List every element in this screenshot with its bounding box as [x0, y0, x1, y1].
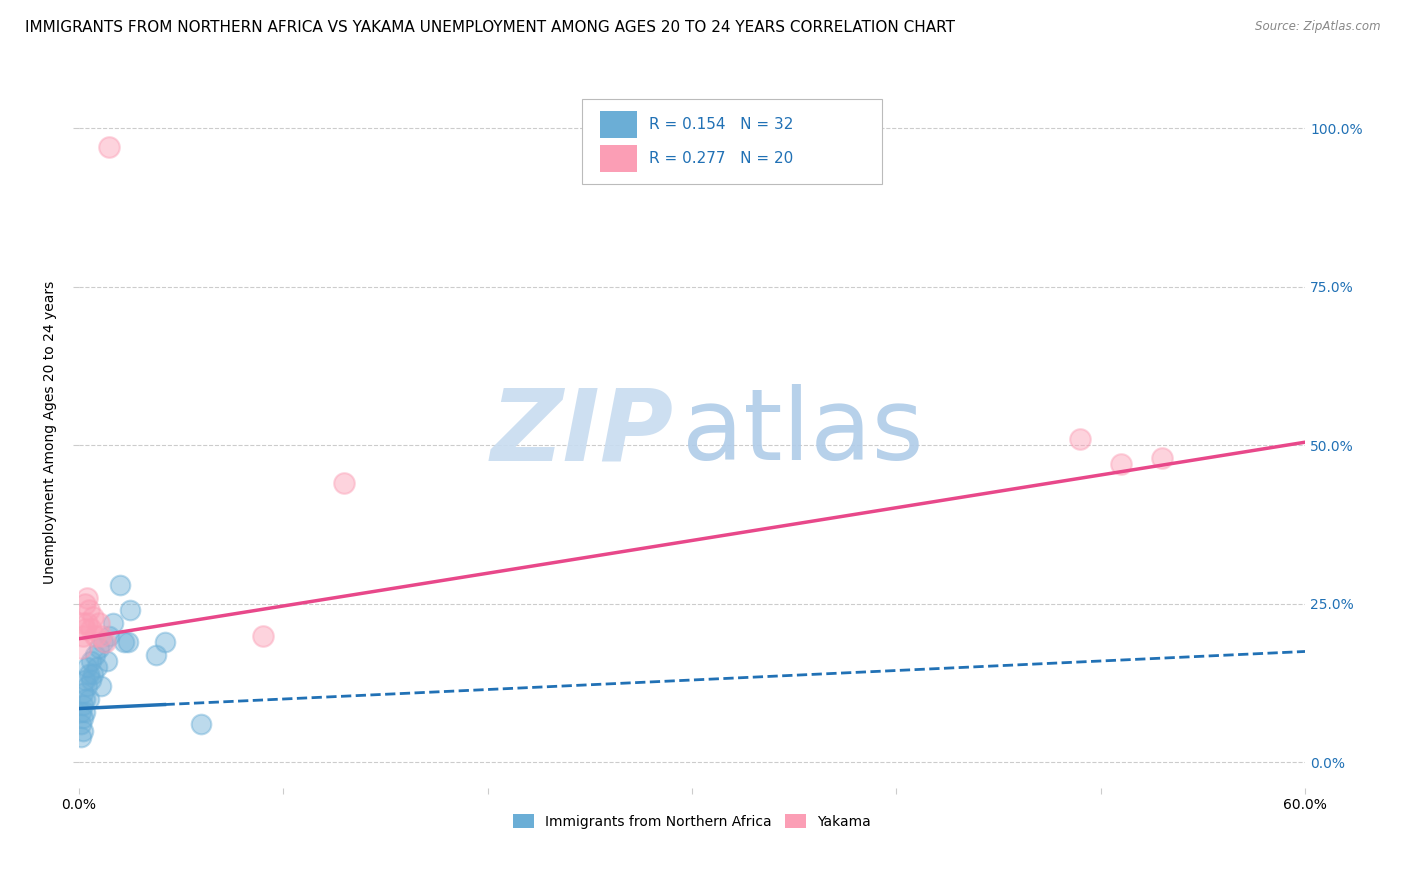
Point: [86, 660, 108, 674]
Point: [72, 629, 94, 643]
Point: [94, 635, 117, 649]
Text: Source: ZipAtlas.com: Source: ZipAtlas.com: [1256, 20, 1381, 33]
Point: [69, 717, 91, 731]
Point: [72, 723, 94, 738]
Point: [73, 673, 96, 687]
Point: [91, 635, 114, 649]
Text: ZIP: ZIP: [491, 384, 673, 481]
Point: [80, 622, 103, 636]
Point: [1152, 450, 1174, 465]
Point: [73, 622, 96, 636]
Point: [96, 654, 118, 668]
Point: [108, 578, 131, 592]
Point: [73, 692, 96, 706]
Y-axis label: Unemployment Among Ages 20 to 24 years: Unemployment Among Ages 20 to 24 years: [44, 281, 58, 584]
Text: R = 0.154   N = 32: R = 0.154 N = 32: [650, 117, 793, 132]
Point: [90, 679, 112, 693]
Point: [80, 654, 103, 668]
Text: R = 0.277   N = 20: R = 0.277 N = 20: [650, 151, 793, 166]
FancyBboxPatch shape: [600, 111, 637, 138]
Point: [87, 641, 110, 656]
Point: [73, 705, 96, 719]
Point: [69, 641, 91, 656]
Point: [72, 711, 94, 725]
Point: [90, 629, 112, 643]
Point: [84, 629, 107, 643]
Point: [153, 635, 176, 649]
Point: [72, 686, 94, 700]
Legend: Immigrants from Northern Africa, Yakama: Immigrants from Northern Africa, Yakama: [508, 808, 877, 834]
Point: [82, 666, 104, 681]
Point: [76, 679, 98, 693]
Point: [77, 692, 100, 706]
Point: [112, 635, 135, 649]
Point: [103, 615, 125, 630]
FancyBboxPatch shape: [582, 99, 882, 184]
Point: [69, 705, 91, 719]
Point: [117, 635, 139, 649]
Point: [80, 673, 103, 687]
Point: [333, 476, 356, 491]
Point: [98, 140, 121, 154]
Point: [72, 698, 94, 713]
Point: [77, 603, 100, 617]
Point: [118, 603, 141, 617]
Point: [77, 666, 100, 681]
Point: [73, 597, 96, 611]
Point: [82, 609, 104, 624]
Point: [76, 615, 98, 630]
Text: atlas: atlas: [682, 384, 924, 481]
Point: [69, 730, 91, 744]
Point: [87, 615, 110, 630]
Point: [1069, 432, 1091, 446]
Point: [190, 717, 212, 731]
Text: IMMIGRANTS FROM NORTHERN AFRICA VS YAKAMA UNEMPLOYMENT AMONG AGES 20 TO 24 YEARS: IMMIGRANTS FROM NORTHERN AFRICA VS YAKAM…: [25, 20, 955, 35]
Point: [76, 591, 98, 605]
Point: [1111, 458, 1133, 472]
Point: [72, 615, 94, 630]
FancyBboxPatch shape: [600, 145, 637, 172]
Point: [84, 648, 107, 662]
Point: [76, 660, 98, 674]
Point: [98, 629, 121, 643]
Point: [145, 648, 167, 662]
Point: [252, 629, 274, 643]
